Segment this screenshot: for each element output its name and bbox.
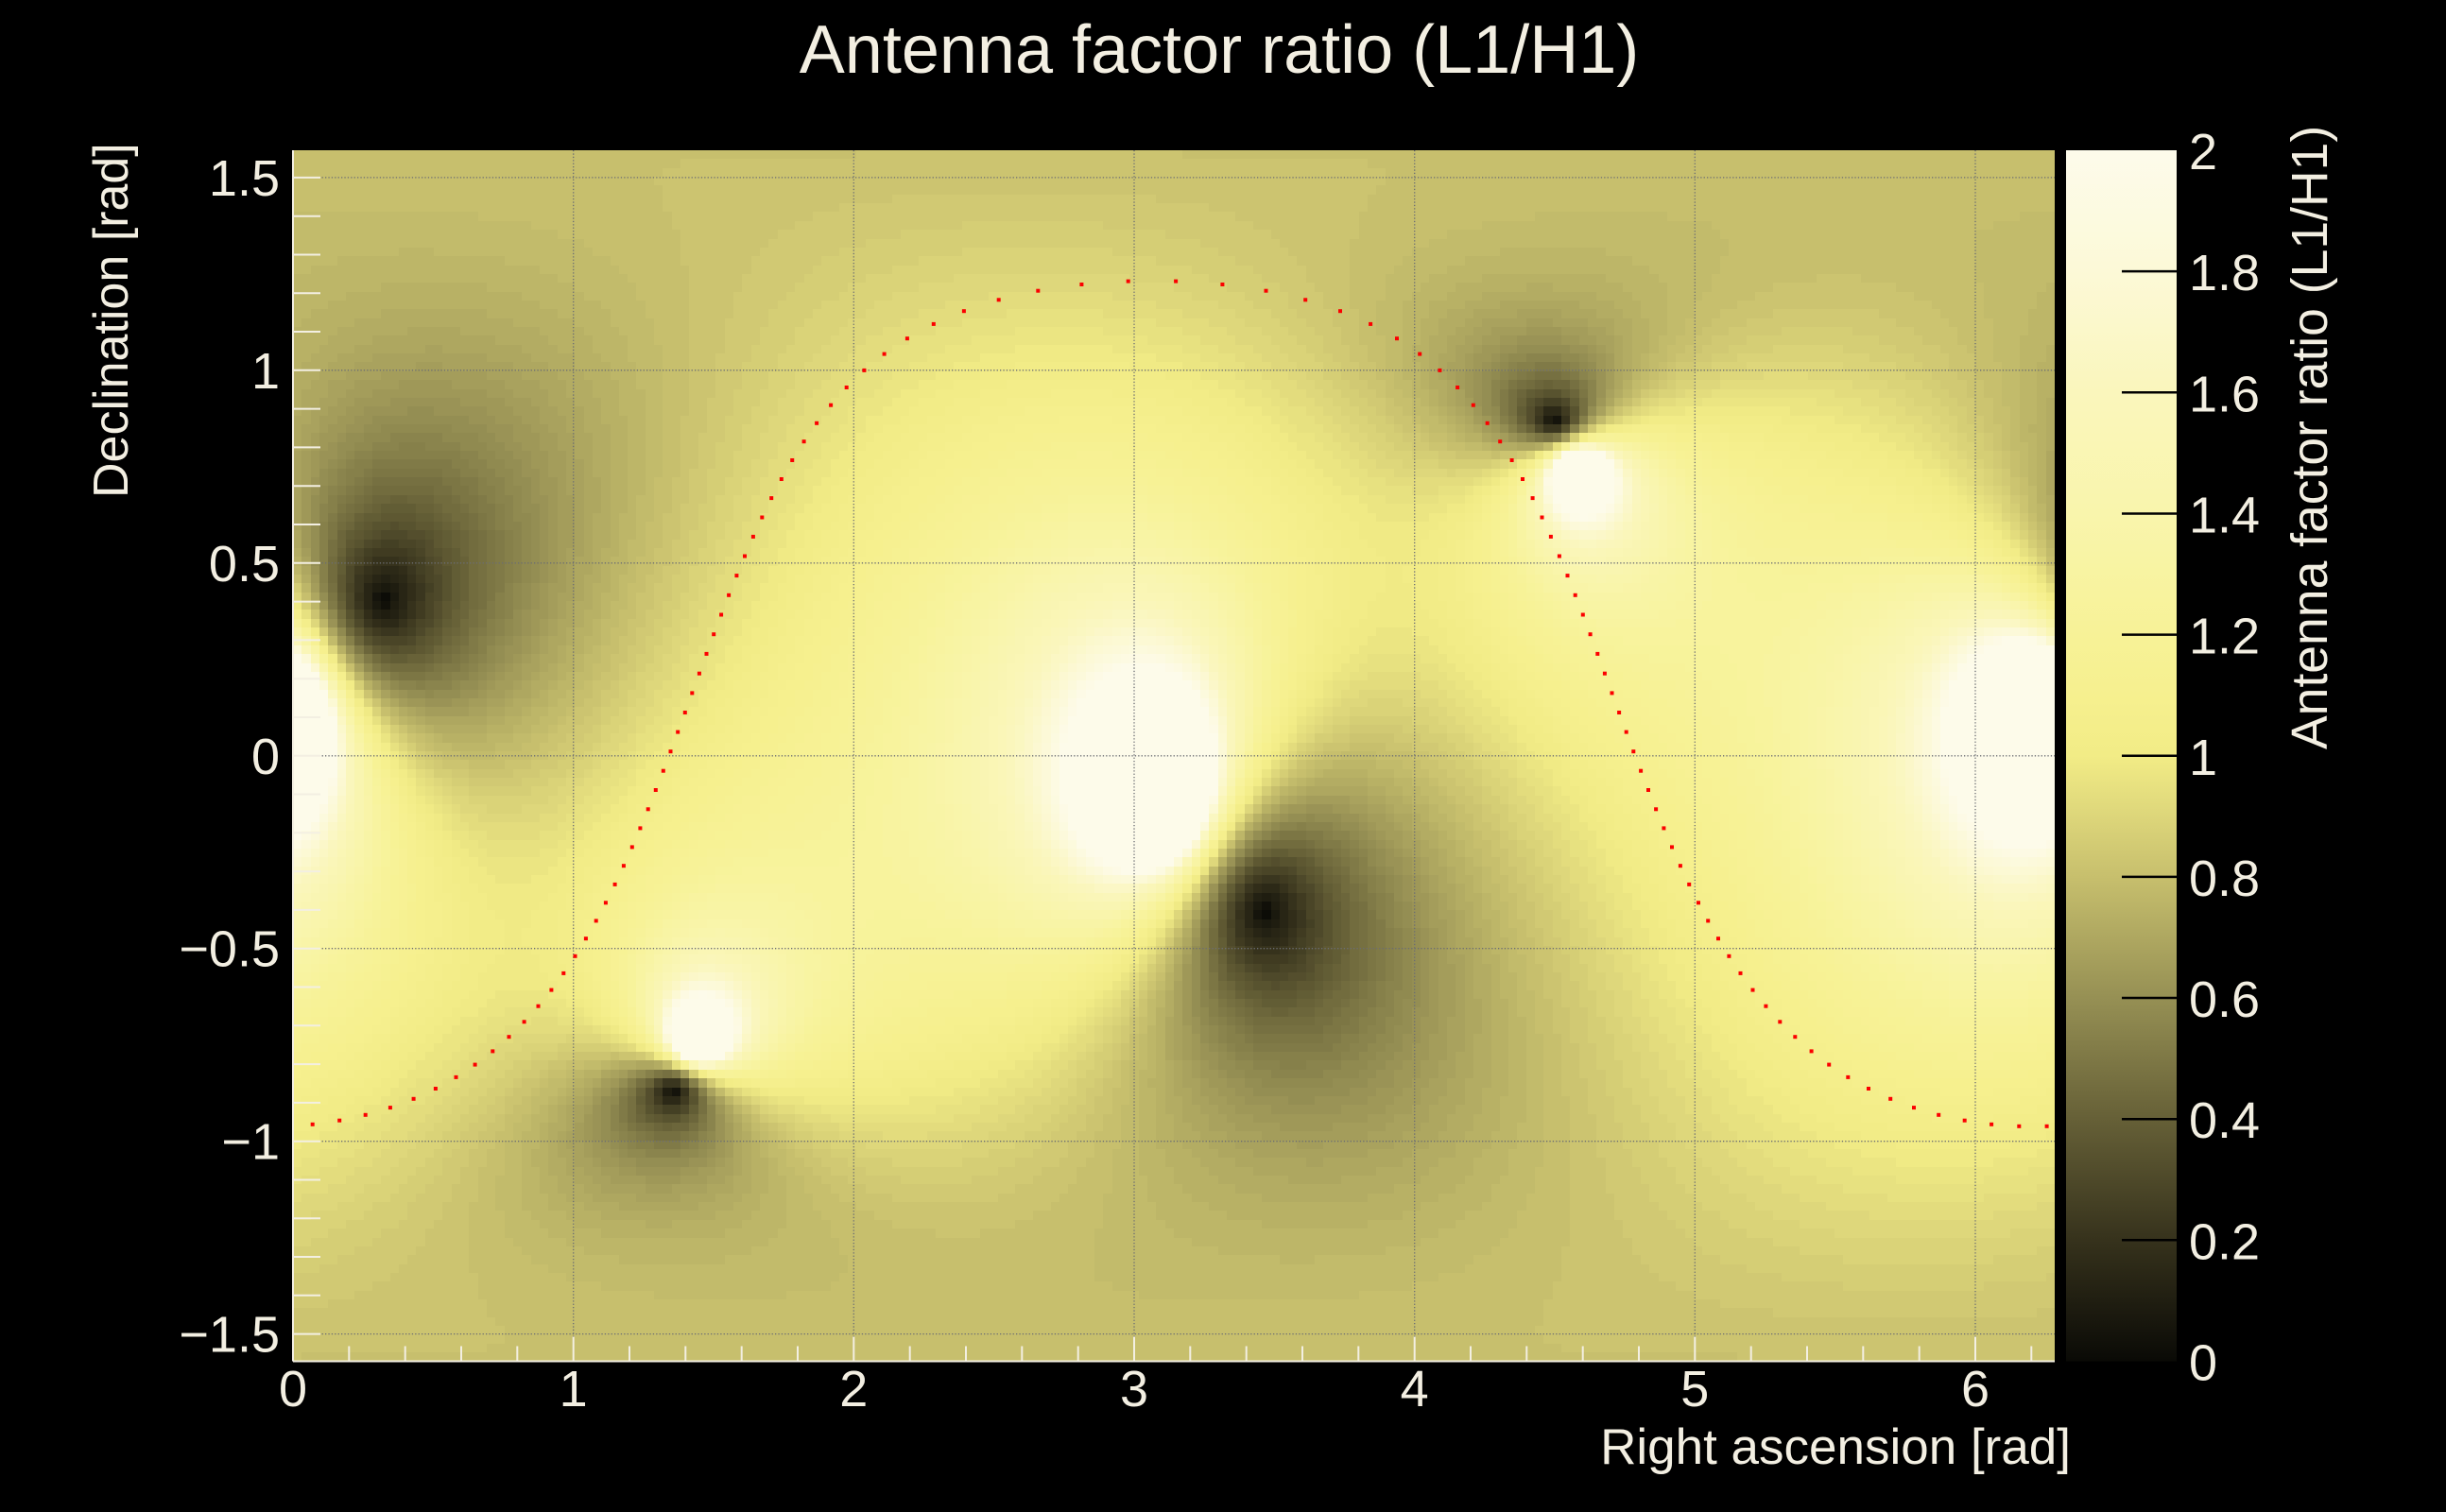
svg-text:0: 0: [279, 1361, 307, 1418]
svg-text:0: 0: [2189, 1335, 2217, 1392]
svg-text:1: 1: [251, 343, 280, 400]
svg-text:0.8: 0.8: [2189, 850, 2260, 907]
svg-text:1: 1: [560, 1361, 588, 1418]
svg-text:1.5: 1.5: [209, 150, 280, 207]
svg-text:0.4: 0.4: [2189, 1092, 2260, 1149]
svg-text:1.2: 1.2: [2189, 609, 2260, 665]
svg-text:2: 2: [2189, 124, 2217, 180]
svg-text:0.2: 0.2: [2189, 1213, 2260, 1270]
svg-text:Right ascension [rad]: Right ascension [rad]: [1600, 1419, 2071, 1475]
svg-text:1.8: 1.8: [2189, 245, 2260, 301]
svg-text:6: 6: [1961, 1361, 1990, 1418]
svg-text:0.5: 0.5: [209, 536, 280, 593]
svg-text:5: 5: [1680, 1361, 1709, 1418]
svg-text:4: 4: [1401, 1361, 1429, 1418]
svg-text:−1.5: −1.5: [179, 1307, 280, 1364]
svg-text:1.4: 1.4: [2189, 488, 2260, 544]
svg-text:0.6: 0.6: [2189, 971, 2260, 1028]
svg-text:0: 0: [251, 729, 280, 785]
svg-text:−0.5: −0.5: [179, 921, 280, 978]
svg-text:Declination [rad]: Declination [rad]: [84, 143, 139, 498]
svg-text:−1: −1: [221, 1114, 280, 1171]
svg-text:1.6: 1.6: [2189, 366, 2260, 422]
svg-text:Antenna factor ratio (L1/H1): Antenna factor ratio (L1/H1): [2282, 126, 2338, 749]
svg-text:2: 2: [839, 1361, 868, 1418]
svg-text:Antenna factor ratio (L1/H1): Antenna factor ratio (L1/H1): [800, 12, 1639, 88]
svg-text:1: 1: [2189, 730, 2217, 786]
svg-text:3: 3: [1120, 1361, 1148, 1418]
